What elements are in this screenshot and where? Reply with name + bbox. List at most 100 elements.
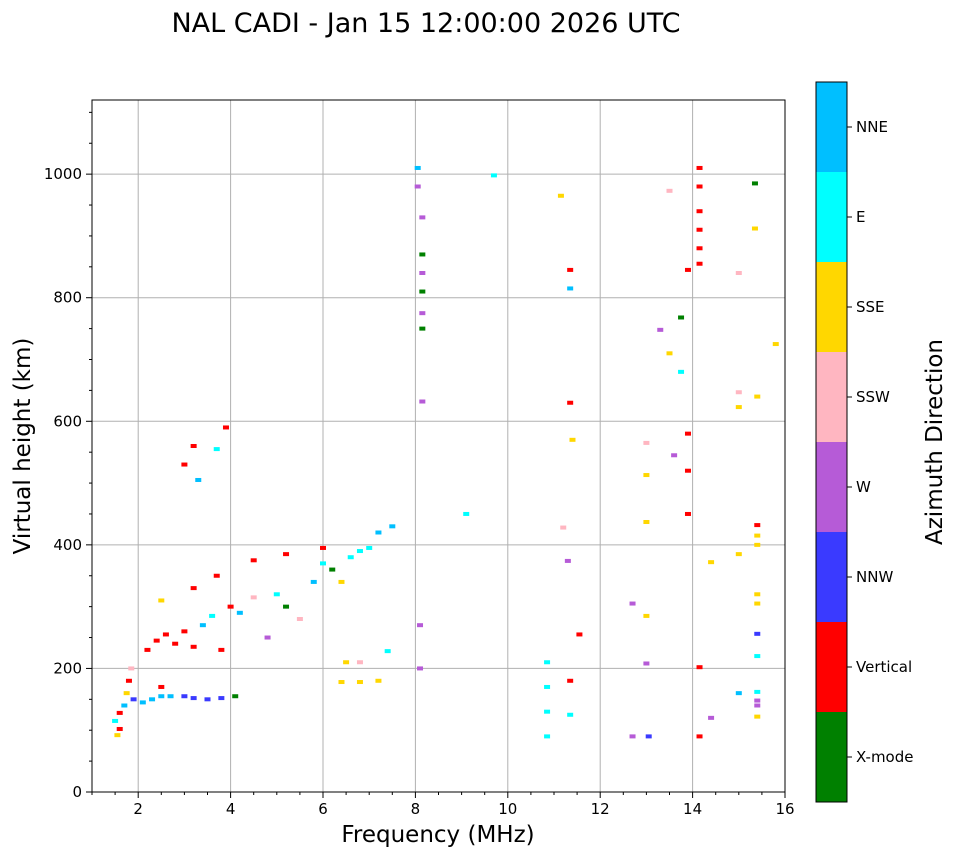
- y-tick-label: 800: [53, 289, 82, 307]
- data-point: [167, 694, 174, 699]
- data-point: [283, 552, 290, 557]
- data-point: [643, 661, 650, 666]
- data-point: [643, 613, 650, 618]
- data-point: [735, 691, 742, 696]
- data-point: [417, 666, 424, 671]
- data-point: [283, 604, 290, 609]
- data-point: [684, 511, 691, 516]
- data-point: [463, 511, 470, 516]
- data-point: [158, 684, 165, 689]
- y-axis: 0 200 400 600 800 1000: [44, 111, 92, 801]
- colorbar-segment: [816, 622, 847, 712]
- data-point: [158, 598, 165, 603]
- data-point: [273, 592, 280, 597]
- y-tick-label: 400: [53, 536, 82, 554]
- x-tick-label: 16: [775, 800, 794, 818]
- data-point: [181, 462, 188, 467]
- data-point: [735, 552, 742, 557]
- data-point: [645, 734, 652, 739]
- data-point: [320, 561, 326, 566]
- data-point: [419, 215, 426, 220]
- data-point: [696, 734, 703, 739]
- colorbar-tick-label: NNE: [856, 118, 888, 136]
- colorbar-segment: [816, 172, 847, 262]
- data-point: [149, 697, 156, 702]
- data-point: [576, 632, 583, 637]
- data-point: [181, 694, 188, 699]
- data-point: [236, 610, 243, 615]
- data-point: [567, 678, 574, 683]
- data-point: [735, 390, 742, 395]
- data-point: [112, 718, 119, 723]
- data-point: [544, 660, 551, 665]
- data-point: [414, 184, 421, 189]
- data-point: [158, 694, 165, 699]
- data-point: [329, 567, 336, 572]
- data-point: [696, 246, 703, 251]
- data-point: [754, 654, 761, 659]
- data-point: [419, 289, 426, 294]
- x-tick-label: 10: [498, 800, 517, 818]
- data-point: [338, 680, 345, 685]
- data-point: [347, 555, 354, 560]
- x-tick-label: 14: [683, 800, 702, 818]
- data-point: [116, 710, 123, 715]
- data-point: [567, 267, 574, 272]
- data-point: [125, 678, 132, 683]
- data-point: [144, 647, 151, 652]
- data-point: [209, 613, 216, 618]
- data-point: [419, 252, 426, 257]
- data-point: [375, 678, 382, 683]
- data-point: [204, 697, 211, 702]
- data-point: [643, 519, 650, 524]
- data-point: [754, 533, 761, 538]
- data-point: [708, 560, 715, 565]
- data-point: [419, 311, 426, 316]
- data-point: [227, 604, 234, 609]
- data-point: [544, 709, 551, 714]
- data-point: [190, 696, 197, 701]
- data-point: [195, 477, 202, 482]
- data-point: [754, 394, 761, 399]
- data-point: [751, 226, 758, 231]
- data-point: [560, 525, 567, 530]
- data-point: [414, 165, 421, 170]
- grid: [92, 100, 786, 792]
- data-point: [696, 261, 703, 266]
- data-point: [678, 315, 685, 320]
- data-point: [123, 691, 130, 696]
- data-point: [153, 638, 160, 643]
- x-tick-label: 6: [318, 800, 328, 818]
- data-point: [320, 545, 326, 550]
- colorbar-tick-label: SSW: [856, 388, 890, 406]
- data-point: [684, 468, 691, 473]
- data-point: [250, 558, 257, 563]
- colorbar-segment: [816, 352, 847, 442]
- data-point: [375, 530, 382, 535]
- data-point: [696, 184, 703, 189]
- data-point: [754, 698, 761, 703]
- data-point: [181, 629, 188, 634]
- chart-title: NAL CADI - Jan 15 12:00:00 2026 UTC: [171, 8, 680, 39]
- data-point: [696, 665, 703, 670]
- colorbar-tick-label: NNW: [856, 568, 893, 586]
- data-point: [162, 632, 169, 637]
- data-point: [754, 714, 761, 719]
- data-point: [772, 342, 779, 347]
- data-point: [338, 579, 345, 584]
- data-point: [213, 447, 220, 452]
- data-point: [218, 647, 225, 652]
- data-point: [567, 286, 574, 291]
- data-point: [116, 726, 123, 731]
- y-tick-label: 0: [72, 783, 82, 801]
- data-point: [356, 660, 363, 665]
- x-tick-label: 2: [133, 800, 143, 818]
- data-point: [218, 696, 225, 701]
- data-point: [190, 444, 197, 448]
- colorbar-tick-label: E: [856, 208, 865, 226]
- data-point: [114, 733, 121, 738]
- data-point: [754, 592, 761, 597]
- data-point: [657, 327, 664, 332]
- colorbar-label: Azimuth Direction: [922, 339, 948, 545]
- data-point: [684, 267, 691, 272]
